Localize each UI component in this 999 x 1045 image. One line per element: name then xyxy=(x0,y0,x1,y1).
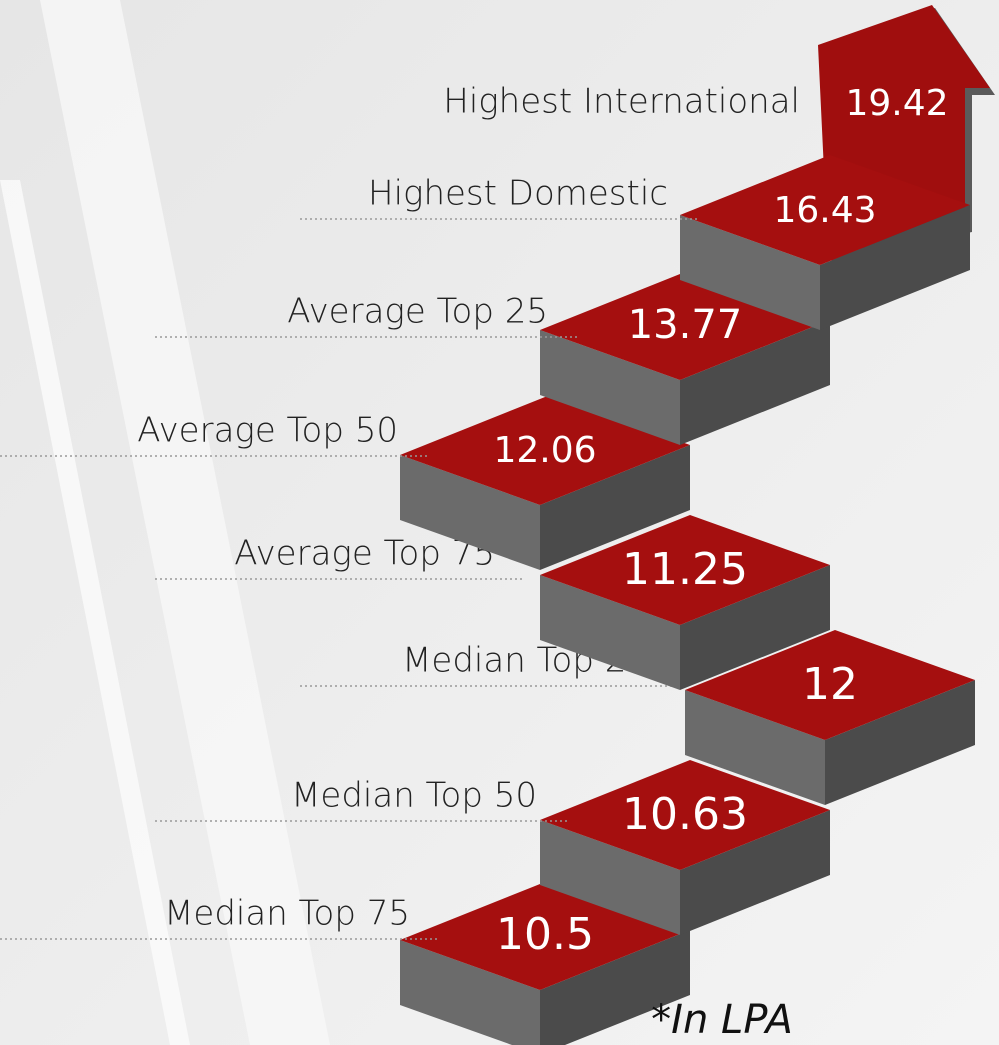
step-riser-right xyxy=(680,565,830,690)
step-riser-right xyxy=(820,205,970,330)
step-riser-left xyxy=(400,455,540,570)
step-value: 10.63 xyxy=(622,789,748,840)
step-top xyxy=(680,155,970,265)
step-riser-right xyxy=(680,810,830,935)
bg-stripe xyxy=(40,0,330,1045)
step: 11.25 Average Top 75 xyxy=(155,515,830,690)
step-riser-right xyxy=(540,930,690,1045)
step-label: Average Top 50 xyxy=(137,411,398,451)
step-value: 11.25 xyxy=(622,544,748,595)
step-value: 10.5 xyxy=(496,909,594,960)
step-top xyxy=(540,760,830,870)
step-label: Average Top 25 xyxy=(287,292,548,332)
step-value: 12 xyxy=(802,659,858,710)
step-riser-left xyxy=(685,690,825,805)
step: 19.42 Highest International xyxy=(443,82,948,125)
step-label: Highest International xyxy=(443,82,800,122)
note: *In LPA xyxy=(651,997,793,1043)
step-value: 16.43 xyxy=(773,190,876,231)
step-label: Highest Domestic xyxy=(368,174,668,214)
bg-stripe xyxy=(0,180,190,1045)
steps-group: 19.42 Highest International 10.5 Median Top… xyxy=(0,82,975,1045)
step: 10.63 Median Top 50 xyxy=(155,760,830,935)
step-value: 12.06 xyxy=(493,430,596,471)
step-label: Average Top 75 xyxy=(234,534,495,574)
step-riser-right xyxy=(825,680,975,805)
step-label: Median Top 75 xyxy=(164,894,410,934)
step-value: 19.42 xyxy=(845,83,948,124)
step: 16.43 Highest Domestic xyxy=(300,155,970,330)
step-riser-left xyxy=(540,575,680,690)
step-riser-left xyxy=(540,820,680,935)
step-value: 13.77 xyxy=(628,302,743,348)
step-top xyxy=(685,630,975,740)
step-riser-left xyxy=(680,215,820,330)
step-riser-left xyxy=(540,330,680,445)
step-top xyxy=(540,515,830,625)
step-riser-left xyxy=(400,940,540,1045)
step-riser-right xyxy=(540,445,690,570)
step-label: Median Top 50 xyxy=(291,776,537,816)
step-riser-right xyxy=(680,320,830,445)
